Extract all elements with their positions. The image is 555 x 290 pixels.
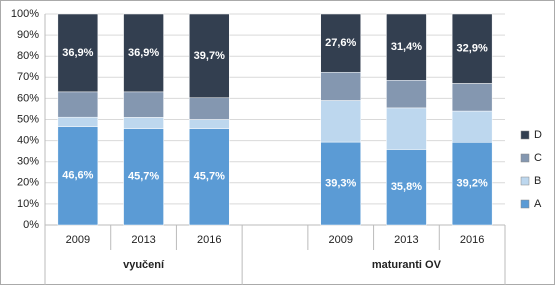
legend-swatch — [520, 199, 530, 209]
bar-segment — [386, 149, 427, 226]
y-tick-label: 10% — [17, 198, 39, 210]
legend-swatch — [520, 130, 530, 140]
x-tick-label: 2009 — [66, 234, 90, 246]
group-label: vyučení — [123, 259, 165, 271]
bar-segment — [189, 119, 230, 129]
y-tick-label: 30% — [17, 156, 39, 168]
value-label: 35,8% — [391, 181, 422, 193]
value-label: 36,9% — [128, 47, 159, 59]
y-tick-label: 40% — [17, 135, 39, 147]
bar-segment — [57, 126, 99, 226]
value-label: 46,6% — [62, 170, 93, 182]
x-tick-label: 2016 — [460, 234, 484, 246]
value-label: 36,9% — [62, 47, 93, 59]
bar-segment — [123, 117, 164, 129]
value-label: 39,2% — [457, 178, 488, 190]
y-tick-label: 100% — [11, 8, 39, 20]
y-tick-label: 60% — [17, 92, 39, 104]
x-tick-label: 2009 — [328, 234, 352, 246]
bar-segment — [123, 13, 164, 93]
x-tick-label: 2016 — [197, 234, 221, 246]
value-label: 31,4% — [391, 41, 422, 53]
value-label: 27,6% — [325, 37, 356, 49]
y-tick-label: 70% — [17, 71, 39, 83]
bar-segment — [451, 142, 493, 226]
legend-label: C — [534, 152, 542, 164]
bar-segment — [451, 110, 493, 143]
bar-segment — [320, 13, 361, 73]
y-tick-label: 50% — [17, 113, 39, 125]
bar-segment — [386, 107, 427, 150]
bar-segment — [57, 91, 99, 118]
value-label: 45,7% — [194, 171, 225, 183]
bar-segment — [320, 100, 361, 143]
y-tick-label: 90% — [17, 29, 39, 41]
legend-label: A — [534, 198, 542, 210]
value-label: 45,7% — [128, 171, 159, 183]
bar-segment — [123, 91, 164, 118]
bar-segment — [386, 80, 427, 109]
bar-segment — [451, 13, 493, 84]
value-label: 39,7% — [194, 50, 225, 62]
legend-swatch — [520, 176, 530, 186]
bar-segment — [57, 13, 99, 93]
bar-segment — [123, 128, 164, 226]
value-label: 32,9% — [457, 43, 488, 55]
bar-segment — [189, 13, 230, 99]
bar-segment — [189, 128, 230, 226]
legend-label: B — [534, 175, 541, 187]
bar-segment — [320, 71, 361, 101]
bar-segment — [320, 141, 361, 226]
y-tick-label: 20% — [17, 177, 39, 189]
bar-segment — [386, 13, 427, 81]
y-tick-label: 80% — [17, 50, 39, 62]
bar-segment — [57, 116, 99, 127]
y-tick-label: 0% — [23, 219, 39, 231]
x-tick-label: 2013 — [131, 234, 155, 246]
value-label: 39,3% — [325, 177, 356, 189]
group-label: maturanti OV — [372, 259, 442, 271]
legend-label: D — [534, 129, 542, 141]
bar-segment — [189, 97, 230, 120]
bar-segment — [451, 83, 493, 112]
x-tick-label: 2013 — [394, 234, 418, 246]
legend-swatch — [520, 153, 530, 163]
